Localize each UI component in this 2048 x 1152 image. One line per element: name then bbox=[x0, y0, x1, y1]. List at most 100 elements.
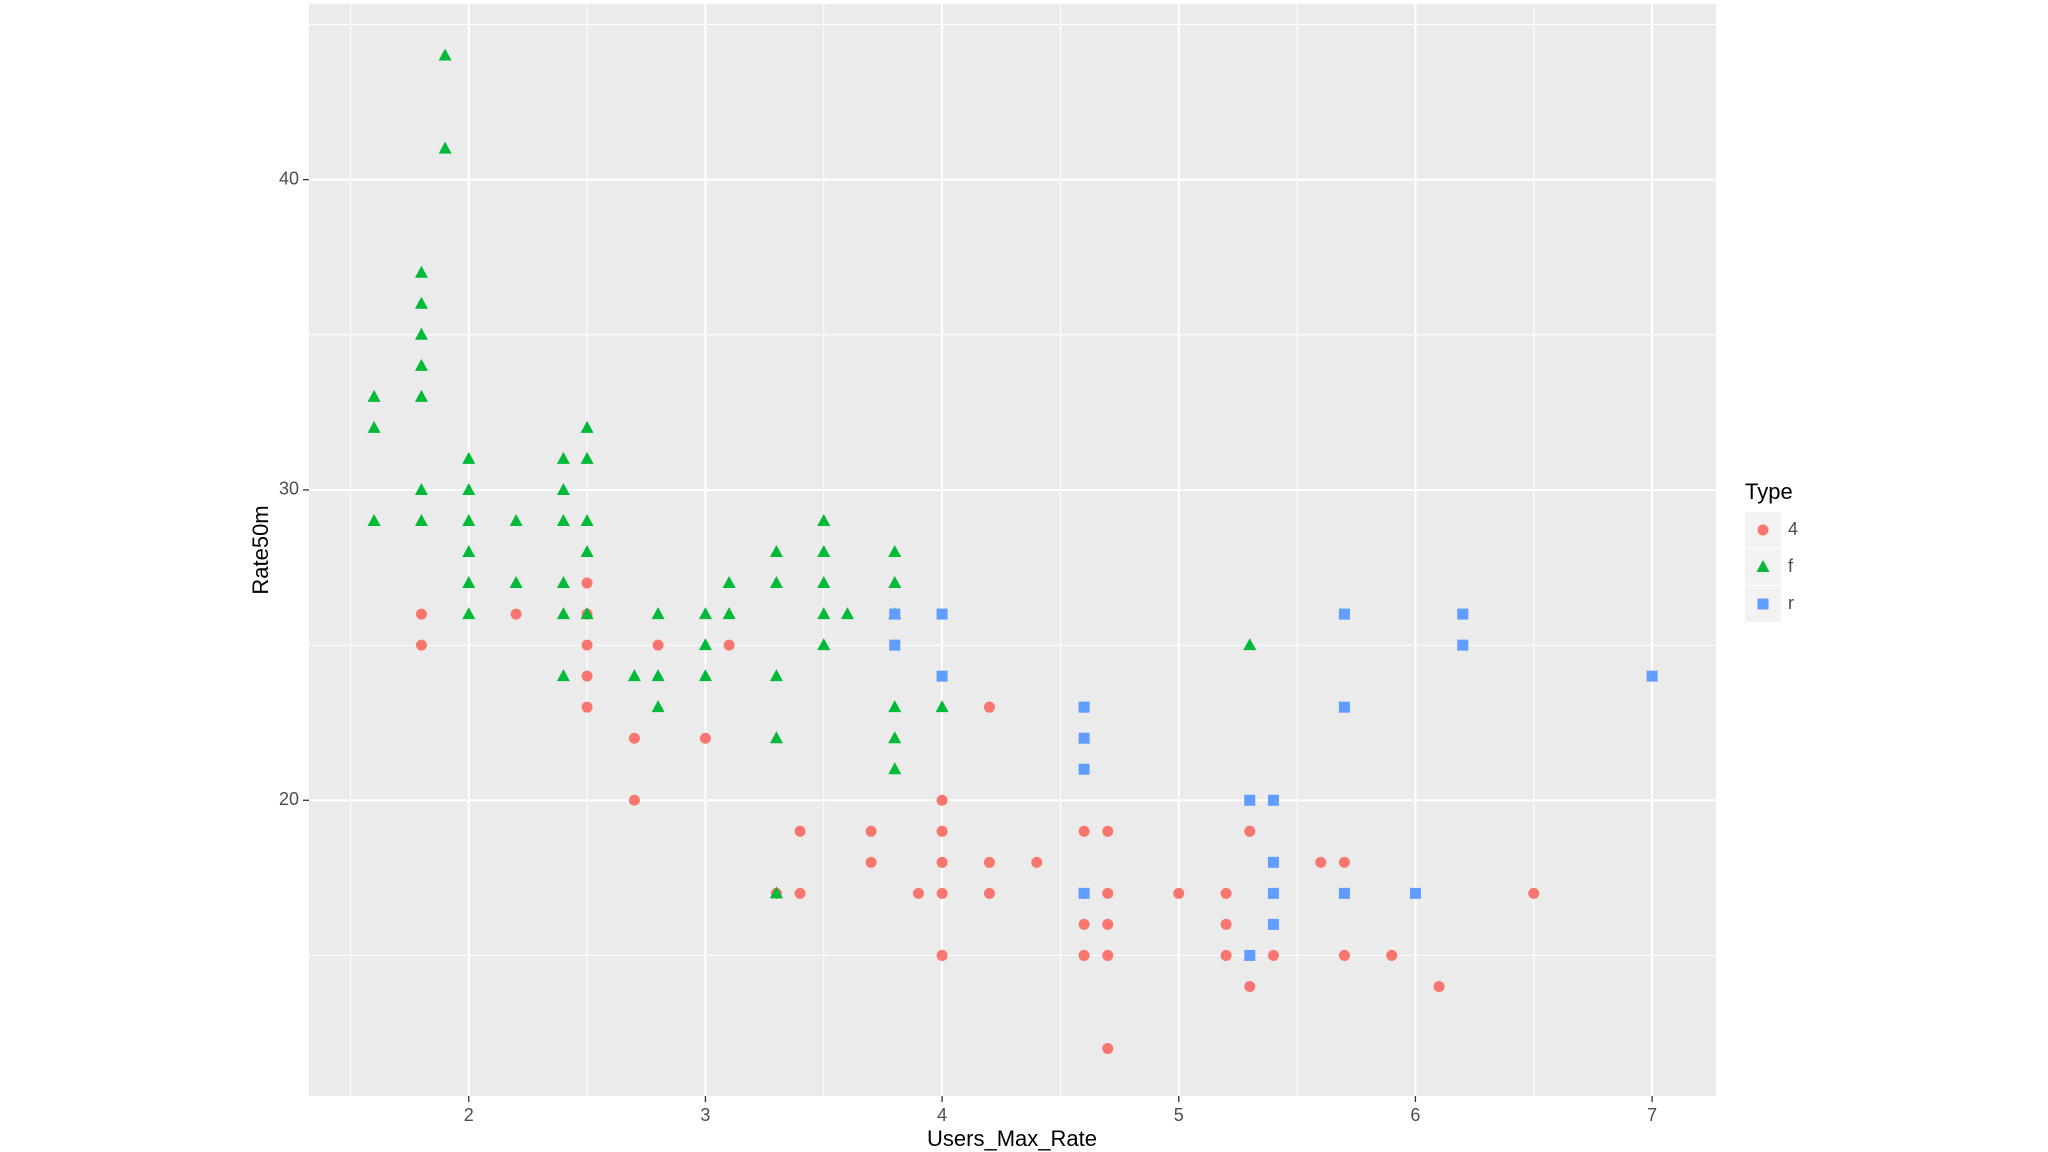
point bbox=[865, 856, 877, 868]
point bbox=[509, 513, 523, 526]
point bbox=[888, 545, 902, 558]
point bbox=[1078, 701, 1090, 713]
x-tick-label: 6 bbox=[1410, 1105, 1420, 1125]
point bbox=[1386, 949, 1398, 961]
legend-label: f bbox=[1788, 556, 1794, 576]
point bbox=[699, 732, 711, 744]
point bbox=[983, 701, 995, 713]
point bbox=[936, 670, 948, 682]
point bbox=[722, 607, 736, 620]
point bbox=[651, 669, 665, 682]
point bbox=[1338, 887, 1350, 899]
point bbox=[936, 794, 948, 806]
point bbox=[628, 794, 640, 806]
point bbox=[462, 513, 476, 526]
point bbox=[1031, 856, 1043, 868]
point bbox=[817, 607, 831, 620]
point bbox=[817, 638, 831, 651]
point bbox=[1102, 825, 1114, 837]
legend-title: Type bbox=[1745, 479, 1793, 504]
point bbox=[556, 607, 570, 620]
point bbox=[414, 296, 428, 309]
point bbox=[1409, 887, 1421, 899]
point bbox=[462, 576, 476, 589]
point bbox=[367, 420, 381, 433]
point bbox=[698, 607, 712, 620]
point bbox=[1244, 825, 1256, 837]
point bbox=[769, 886, 783, 899]
y-tick-label: 40 bbox=[279, 168, 299, 188]
legend-label: 4 bbox=[1788, 519, 1798, 539]
point bbox=[414, 358, 428, 371]
point bbox=[581, 639, 593, 651]
point bbox=[414, 389, 428, 402]
point bbox=[888, 762, 902, 775]
point bbox=[865, 825, 877, 837]
point bbox=[1315, 856, 1327, 868]
point bbox=[769, 669, 783, 682]
point bbox=[1243, 638, 1257, 651]
point bbox=[1078, 887, 1090, 899]
point bbox=[462, 482, 476, 495]
point bbox=[580, 513, 594, 526]
point bbox=[1338, 608, 1350, 620]
point bbox=[1457, 608, 1469, 620]
point bbox=[769, 545, 783, 558]
point bbox=[415, 608, 427, 620]
point bbox=[1244, 794, 1256, 806]
point bbox=[438, 48, 452, 61]
point bbox=[556, 669, 570, 682]
point bbox=[817, 513, 831, 526]
point bbox=[983, 856, 995, 868]
point bbox=[1244, 949, 1256, 961]
point bbox=[1173, 887, 1185, 899]
point bbox=[1078, 825, 1090, 837]
point bbox=[1078, 949, 1090, 961]
point bbox=[556, 576, 570, 589]
point bbox=[414, 482, 428, 495]
point bbox=[840, 607, 854, 620]
point bbox=[1078, 918, 1090, 930]
point bbox=[889, 608, 901, 620]
point bbox=[912, 887, 924, 899]
y-tick-label: 30 bbox=[279, 479, 299, 499]
legend-label: r bbox=[1788, 593, 1794, 613]
x-axis-label: Users_Max_Rate bbox=[927, 1126, 1097, 1151]
point bbox=[509, 576, 523, 589]
point bbox=[769, 731, 783, 744]
point bbox=[1102, 949, 1114, 961]
point bbox=[415, 639, 427, 651]
point bbox=[794, 887, 806, 899]
point bbox=[1220, 949, 1232, 961]
point bbox=[1338, 856, 1350, 868]
point bbox=[1528, 887, 1540, 899]
x-tick-label: 2 bbox=[464, 1105, 474, 1125]
point bbox=[581, 670, 593, 682]
point bbox=[462, 545, 476, 558]
y-tick-label: 20 bbox=[279, 789, 299, 809]
legend-symbol bbox=[1756, 560, 1770, 572]
point bbox=[888, 700, 902, 713]
point bbox=[581, 701, 593, 713]
point bbox=[723, 639, 735, 651]
point bbox=[698, 638, 712, 651]
point bbox=[888, 576, 902, 589]
point bbox=[1102, 887, 1114, 899]
point bbox=[628, 732, 640, 744]
point bbox=[414, 513, 428, 526]
point bbox=[983, 887, 995, 899]
x-tick-label: 7 bbox=[1647, 1105, 1657, 1125]
point bbox=[1267, 918, 1279, 930]
point bbox=[1102, 1043, 1114, 1055]
point bbox=[1102, 918, 1114, 930]
point bbox=[652, 639, 664, 651]
point bbox=[1267, 887, 1279, 899]
point bbox=[888, 731, 902, 744]
x-tick-label: 3 bbox=[700, 1105, 710, 1125]
point bbox=[580, 607, 594, 620]
point bbox=[817, 545, 831, 558]
point bbox=[889, 639, 901, 651]
point bbox=[580, 451, 594, 464]
point bbox=[367, 389, 381, 402]
point bbox=[510, 608, 522, 620]
